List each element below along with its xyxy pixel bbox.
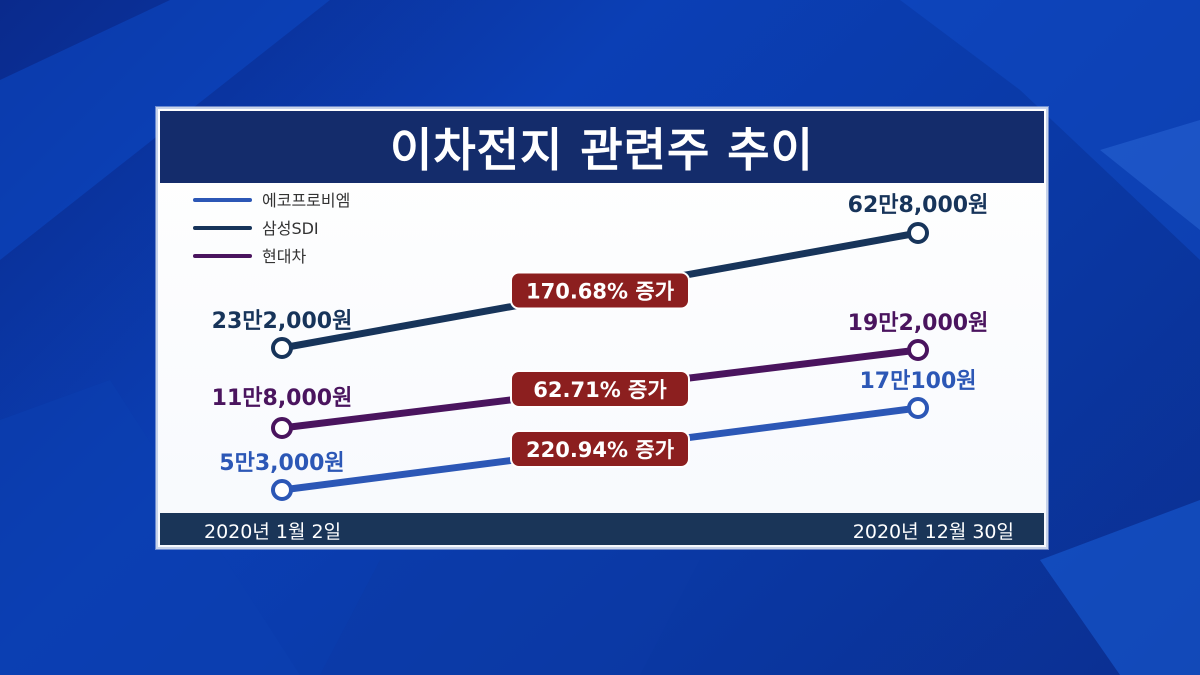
change-badge-0 xyxy=(510,430,690,468)
change-badge-2 xyxy=(510,370,690,408)
chart-title: 이차전지 관련주 추이 xyxy=(390,123,814,177)
change-label-1: 170.68% 증가 xyxy=(526,280,675,304)
value-label-start-0: 5만3,000원 xyxy=(219,451,344,476)
value-label-end-0: 17만100원 xyxy=(859,369,976,394)
data-point-2-0 xyxy=(271,417,293,439)
data-point-2-1 xyxy=(907,339,929,361)
value-label-start-2: 11만8,000원 xyxy=(212,386,353,411)
change-badge-1 xyxy=(510,271,690,310)
legend-label-1: 삼성SDI xyxy=(262,219,319,238)
data-point-1-0 xyxy=(271,337,293,359)
end-date: 2020년 12월 30일 xyxy=(852,521,1014,543)
change-label-2: 62.71% 증가 xyxy=(533,378,667,402)
data-point-0-0 xyxy=(271,479,293,501)
chart-panel: 이차전지 관련주 추이 2020년 1월 2일 2020년 12월 30일 xyxy=(156,107,1048,549)
value-label-start-1: 23만2,000원 xyxy=(212,309,353,334)
legend-label-0: 에코프로비엠 xyxy=(262,191,350,210)
date-bar: 2020년 1월 2일 2020년 12월 30일 xyxy=(160,513,1044,545)
data-point-0-1 xyxy=(907,397,929,419)
title-bar: 이차전지 관련주 추이 xyxy=(160,111,1044,183)
start-date: 2020년 1월 2일 xyxy=(204,521,342,543)
value-label-end-2: 19만2,000원 xyxy=(848,311,989,336)
data-point-1-1 xyxy=(907,222,929,244)
change-label-0: 220.94% 증가 xyxy=(526,438,675,462)
value-label-end-1: 62만8,000원 xyxy=(848,193,989,218)
legend-label-2: 현대차 xyxy=(262,247,306,266)
